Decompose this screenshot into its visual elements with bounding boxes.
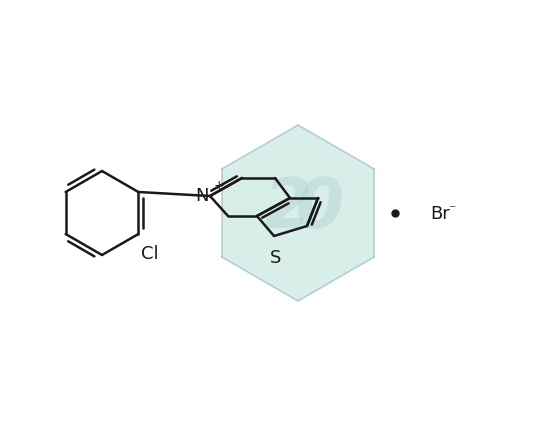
Text: 0: 0: [296, 175, 344, 242]
Text: 2: 2: [264, 175, 312, 242]
Text: Br: Br: [430, 204, 450, 222]
Text: S: S: [270, 248, 282, 266]
Polygon shape: [222, 126, 374, 301]
Text: +: +: [214, 178, 224, 192]
Text: Cl: Cl: [141, 245, 159, 262]
Text: N: N: [195, 187, 209, 204]
Text: ⁻: ⁻: [448, 202, 455, 216]
Polygon shape: [222, 126, 374, 301]
